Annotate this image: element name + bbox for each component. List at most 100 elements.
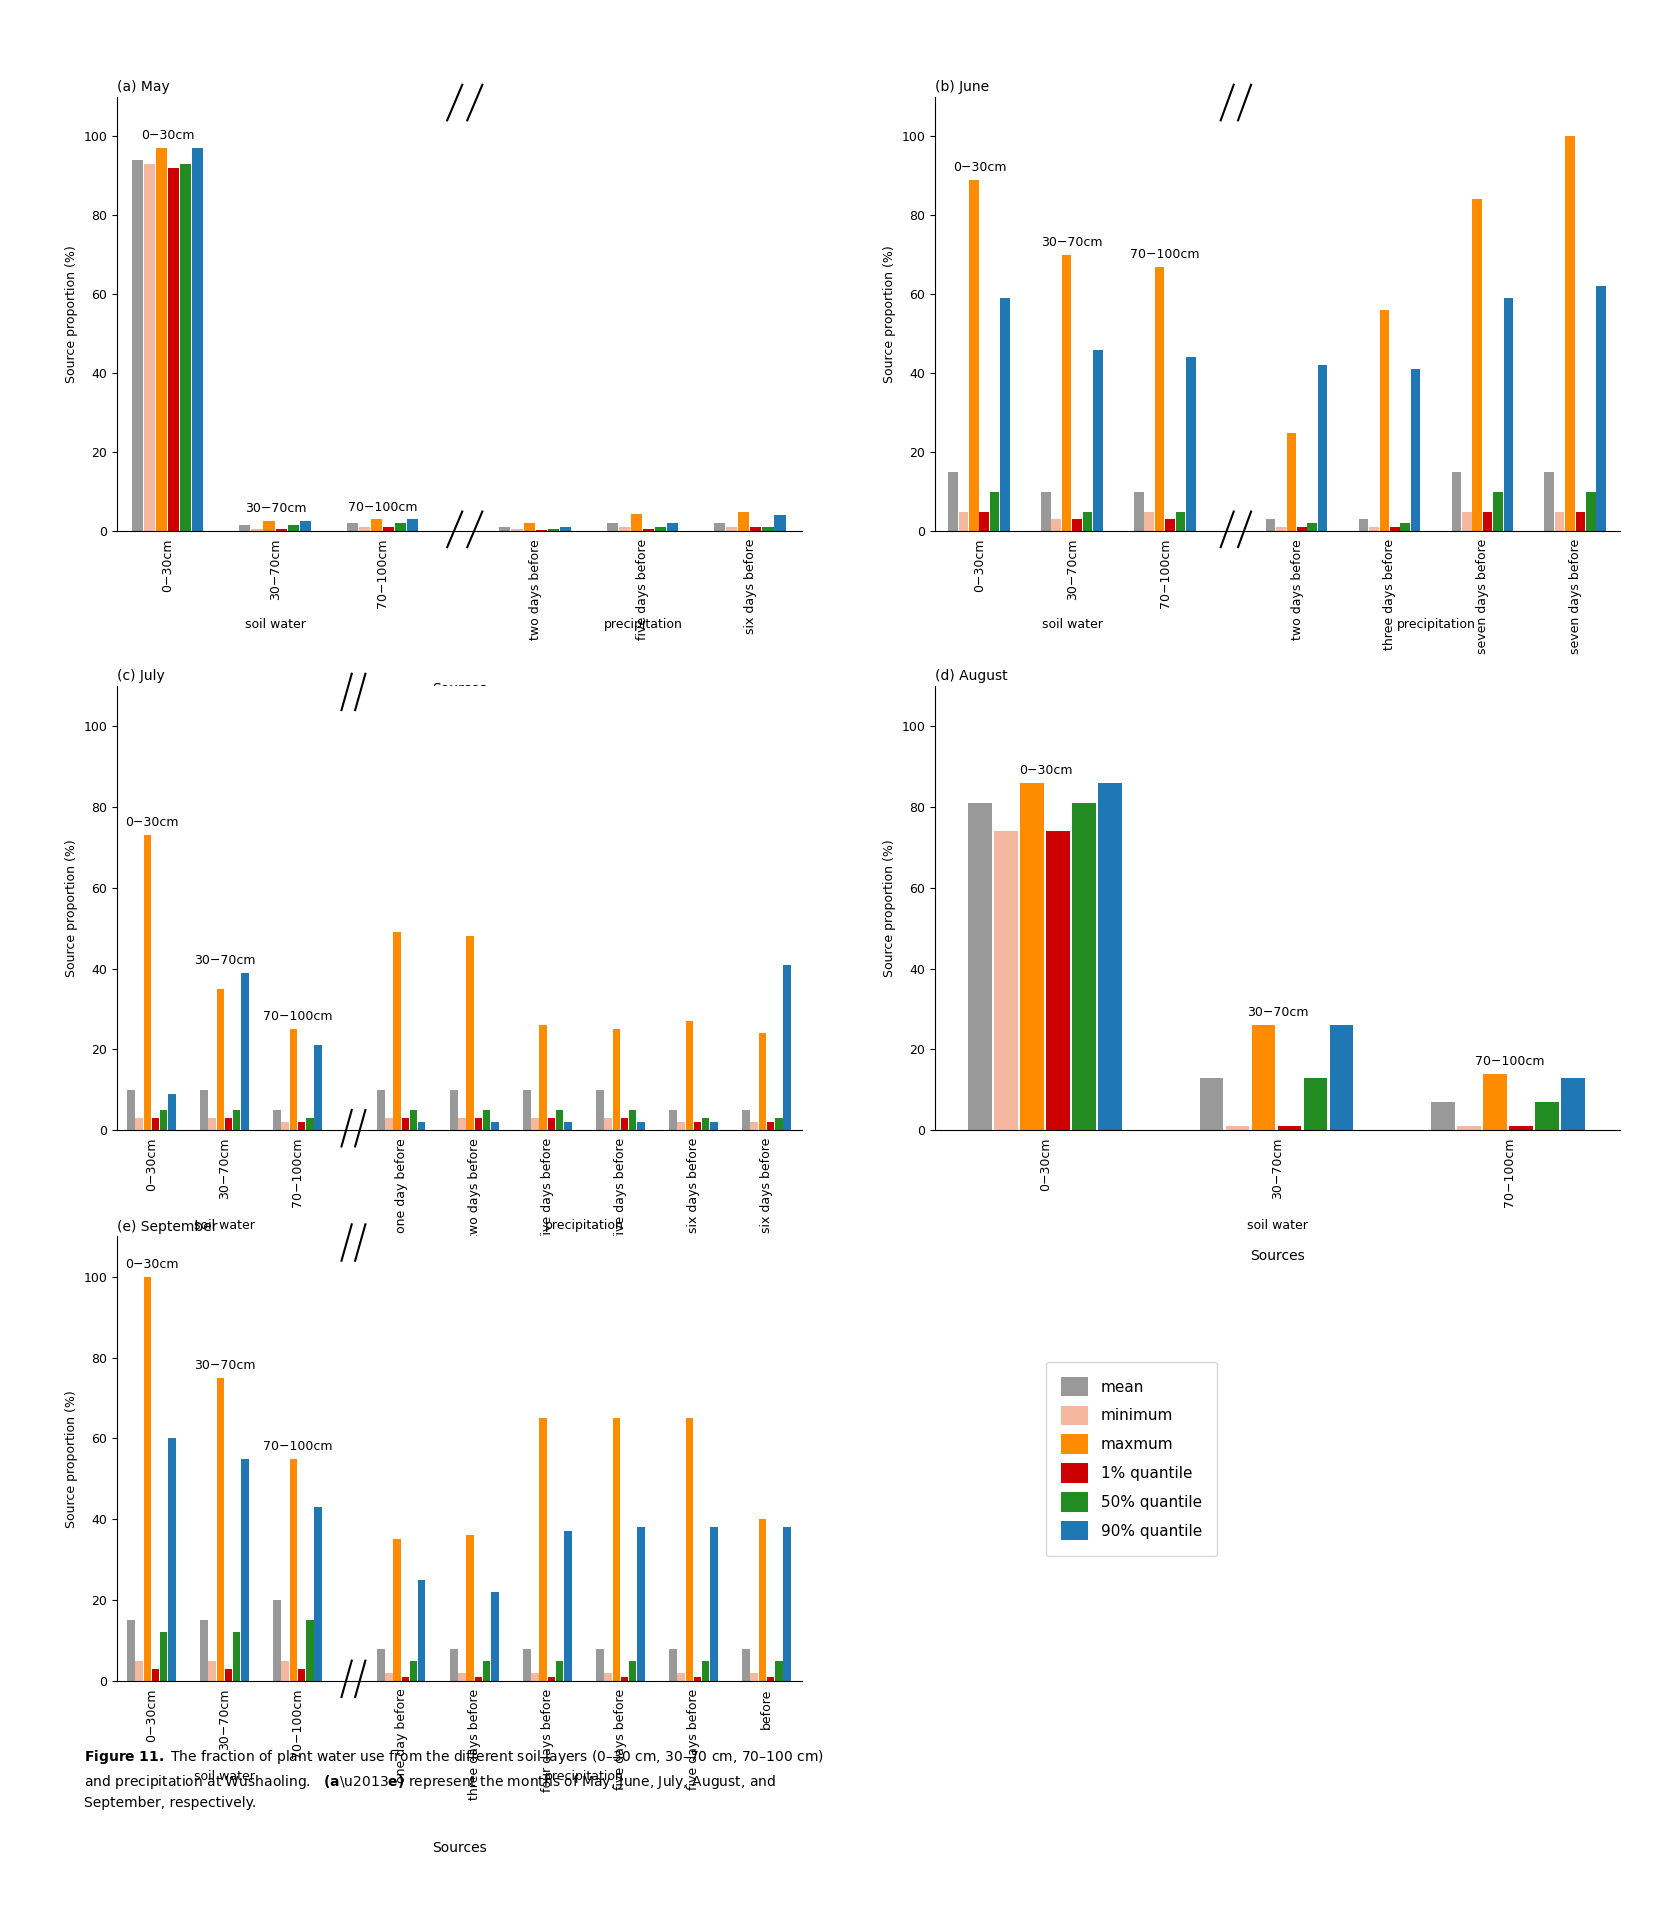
Text: 0−30cm: 0−30cm (952, 160, 1007, 174)
Bar (418, 1122, 426, 1130)
Bar (1062, 255, 1072, 531)
Bar (240, 972, 249, 1130)
Bar (264, 522, 274, 531)
Bar (1166, 520, 1174, 531)
Bar (693, 1122, 701, 1130)
Bar (1000, 298, 1010, 531)
Bar (458, 1119, 466, 1130)
Bar (217, 1378, 224, 1681)
Text: precipitation: precipitation (1396, 618, 1476, 632)
Bar (539, 1026, 548, 1130)
Bar (377, 1090, 384, 1130)
Bar (1575, 512, 1585, 531)
Bar (613, 1030, 620, 1130)
Bar (347, 524, 357, 531)
Bar (217, 989, 224, 1130)
Bar (775, 1119, 783, 1130)
Bar (994, 831, 1017, 1130)
Bar (548, 1119, 554, 1130)
Bar (1298, 527, 1306, 531)
Y-axis label: Source proportion (%): Source proportion (%) (883, 838, 897, 978)
Bar (980, 512, 989, 531)
Bar (606, 524, 618, 531)
Bar (144, 164, 155, 531)
Bar (152, 1119, 159, 1130)
Text: 70−100cm: 70−100cm (1475, 1055, 1545, 1068)
Bar (418, 1580, 426, 1681)
X-axis label: Sources: Sources (433, 1841, 486, 1855)
Bar (239, 526, 250, 531)
Text: 30−70cm: 30−70cm (194, 1358, 256, 1372)
Bar (1251, 1026, 1276, 1130)
Bar (670, 1648, 676, 1681)
Text: 30−70cm: 30−70cm (245, 502, 306, 516)
Bar (1473, 199, 1481, 531)
Text: 70−100cm: 70−100cm (1131, 247, 1201, 261)
Bar (1493, 493, 1503, 531)
Bar (548, 529, 559, 531)
Bar (466, 937, 474, 1130)
Bar (621, 1119, 628, 1130)
Bar (1510, 1126, 1533, 1130)
Text: soil water: soil water (1247, 1219, 1308, 1233)
Bar (1144, 512, 1154, 531)
Bar (155, 149, 167, 531)
Bar (135, 1662, 144, 1681)
Bar (636, 1528, 645, 1681)
Bar (693, 1677, 701, 1681)
Bar (289, 1030, 297, 1130)
Bar (1226, 1126, 1249, 1130)
Bar (232, 1633, 240, 1681)
Bar (670, 1111, 676, 1130)
Text: (e) September: (e) September (117, 1219, 217, 1235)
Bar (135, 1119, 144, 1130)
Bar (701, 1662, 710, 1681)
Bar (1561, 1078, 1585, 1130)
Bar (289, 1459, 297, 1681)
Bar (1597, 286, 1607, 531)
Bar (726, 527, 738, 531)
Bar (710, 1528, 718, 1681)
Bar (621, 1677, 628, 1681)
Bar (127, 1621, 135, 1681)
Bar (686, 1418, 693, 1681)
Bar (209, 1662, 215, 1681)
Text: 70−100cm: 70−100cm (349, 500, 418, 514)
Bar (314, 1045, 322, 1130)
Bar (1097, 782, 1122, 1130)
Bar (1369, 527, 1379, 531)
Bar (1483, 1074, 1508, 1130)
Bar (386, 1673, 392, 1681)
Bar (959, 512, 969, 531)
Bar (636, 1122, 645, 1130)
Bar (180, 164, 192, 531)
Bar (1082, 512, 1092, 531)
Bar (297, 1669, 306, 1681)
Bar (767, 1122, 775, 1130)
Bar (499, 527, 511, 531)
Bar (1451, 471, 1461, 531)
Bar (564, 1532, 571, 1681)
Bar (192, 149, 204, 531)
Bar (474, 1119, 483, 1130)
Bar (1483, 512, 1493, 531)
Bar (605, 1119, 611, 1130)
Bar (144, 835, 150, 1130)
Bar (276, 529, 287, 531)
Bar (1359, 520, 1368, 531)
Bar (741, 1111, 750, 1130)
Bar (1401, 524, 1409, 531)
Bar (605, 1673, 611, 1681)
Bar (715, 524, 725, 531)
Bar (1586, 493, 1595, 531)
Bar (564, 1122, 571, 1130)
Legend: mean, minimum, maxmum, 1% quantile, 50% quantile, 90% quantile: mean, minimum, maxmum, 1% quantile, 50% … (1045, 1362, 1217, 1555)
Bar (274, 1111, 281, 1130)
Bar (169, 1094, 175, 1130)
Bar (449, 1090, 458, 1130)
Bar (396, 524, 406, 531)
Bar (1431, 1101, 1455, 1130)
X-axis label: Sources: Sources (433, 1281, 486, 1294)
Bar (409, 1662, 418, 1681)
Bar (1276, 527, 1286, 531)
